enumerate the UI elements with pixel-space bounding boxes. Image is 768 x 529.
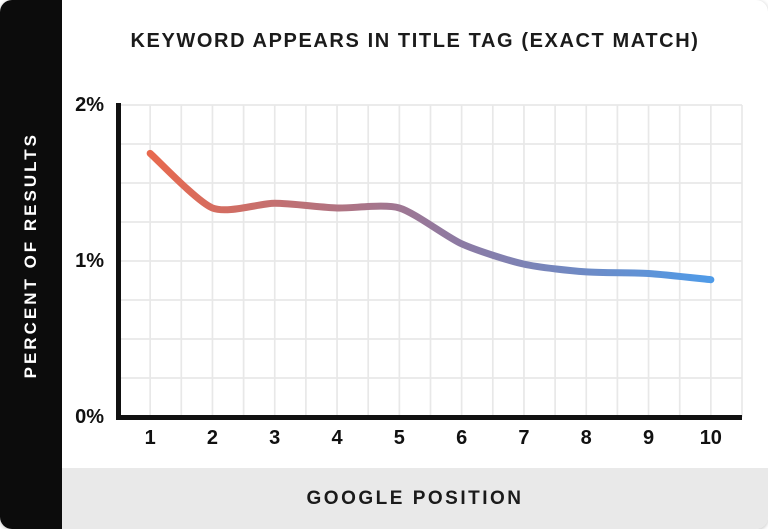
x-tick-label: 1 <box>144 427 156 449</box>
x-tick-label: 8 <box>580 427 592 449</box>
y-axis-title: PERCENT OF RESULTS <box>21 132 40 379</box>
x-tick-label: 4 <box>331 427 343 449</box>
x-tick-label: 6 <box>456 427 468 449</box>
x-tick-label: 2 <box>206 427 218 449</box>
x-tick-label: 10 <box>699 427 722 449</box>
y-axis-line <box>116 103 121 420</box>
y-tick-label-1pct: 1% <box>75 250 104 272</box>
x-tick-label: 9 <box>642 427 655 449</box>
line-chart <box>119 104 743 417</box>
y-tick-label-0pct: 0% <box>75 406 104 428</box>
y-axis-title-band: PERCENT OF RESULTS <box>0 0 62 529</box>
plot-area <box>119 104 743 417</box>
x-tick-labels: 1 2 3 4 5 6 7 8 9 10 <box>119 426 742 450</box>
data-line <box>146 149 715 284</box>
chart-title: KEYWORD APPEARS IN TITLE TAG (EXACT MATC… <box>130 30 700 52</box>
y-tick-label-2pct: 2% <box>75 94 104 116</box>
x-tick-label: 5 <box>393 427 405 449</box>
x-axis-line <box>116 415 742 420</box>
x-axis-title: GOOGLE POSITION <box>306 487 524 509</box>
x-axis-title-band: GOOGLE POSITION <box>62 468 768 529</box>
x-tick-label: 3 <box>269 427 281 449</box>
x-tick-label: 7 <box>518 427 530 449</box>
